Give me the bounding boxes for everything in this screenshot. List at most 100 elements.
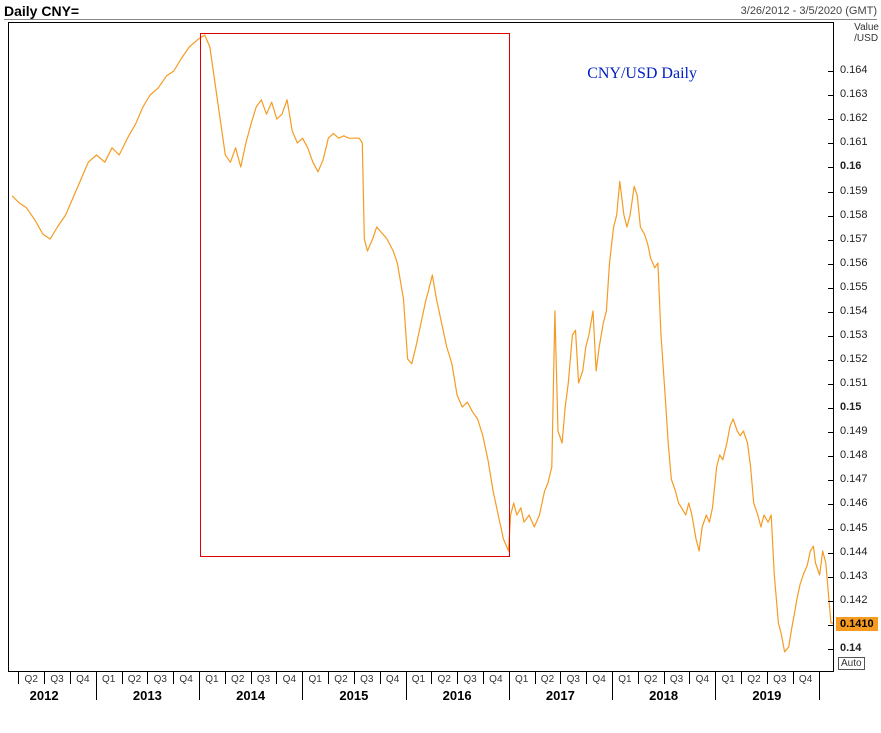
y-tick-label: 0.145 [840,522,868,534]
x-tick-quarter [122,672,123,684]
x-tick-quarter [638,672,639,684]
auto-scale-button[interactable]: Auto [838,657,865,670]
y-tick-mark [828,119,833,120]
y-tick-label: 0.162 [840,112,868,124]
y-tick-label: 0.144 [840,546,868,558]
y-tick-label: 0.148 [840,449,868,461]
x-tick-quarter [793,672,794,684]
x-tick-quarter [767,672,768,684]
plot-area: CNY/USD Daily [8,22,834,672]
x-year-label: 2014 [236,688,265,703]
annotation-text: CNY/USD Daily [587,65,697,83]
x-quarter-label: Q4 [592,674,605,685]
x-tick-quarter [276,672,277,684]
y-tick-label: 0.149 [840,425,868,437]
y-tick-mark [828,625,833,626]
x-quarter-label: Q1 [205,674,218,685]
y-tick-mark [828,408,833,409]
x-tick-quarter [380,672,381,684]
x-tick-quarter [44,672,45,684]
x-quarter-label: Q2 [231,674,244,685]
x-quarter-label: Q3 [154,674,167,685]
x-tick-quarter [457,672,458,684]
x-quarter-label: Q3 [773,674,786,685]
y-tick-mark [828,480,833,481]
x-tick-quarter [173,672,174,684]
x-tick-year [509,672,510,700]
x-tick-year [406,672,407,700]
y-tick-label: 0.157 [840,233,868,245]
x-tick-quarter [225,672,226,684]
y-tick-label: 0.153 [840,329,868,341]
x-quarter-label: Q3 [257,674,270,685]
x-quarter-label: Q1 [618,674,631,685]
x-tick-quarter [18,672,19,684]
x-quarter-label: Q3 [567,674,580,685]
x-quarter-label: Q3 [50,674,63,685]
y-tick-mark [828,336,833,337]
x-quarter-label: Q1 [412,674,425,685]
x-quarter-label: Q1 [515,674,528,685]
x-quarter-label: Q4 [386,674,399,685]
x-year-label: 2012 [30,688,59,703]
x-tick-quarter [70,672,71,684]
x-year-label: 2015 [339,688,368,703]
x-tick-year [199,672,200,700]
x-quarter-label: Q1 [308,674,321,685]
x-tick-quarter [535,672,536,684]
y-tick-label: 0.158 [840,209,868,221]
x-quarter-label: Q3 [360,674,373,685]
x-tick-quarter [741,672,742,684]
y-tick-label: 0.152 [840,353,868,365]
y-tick-mark [828,456,833,457]
y-tick-mark [828,649,833,650]
y-tick-mark [828,312,833,313]
y-axis-header-l2: /USD [854,33,878,44]
x-quarter-label: Q2 [644,674,657,685]
x-year-label: 2013 [133,688,162,703]
y-tick-label: 0.147 [840,473,868,485]
x-axis: Q2 Q3 Q4 Q1 Q2 Q3 Q4 Q1 Q2 Q3 Q4 Q1 Q2 Q3 Q4 Q1 Q2 Q3 Q4 Q1… [8,672,834,732]
y-tick-mark [828,192,833,193]
y-tick-mark [828,601,833,602]
x-tick-quarter [689,672,690,684]
x-tick-quarter [328,672,329,684]
x-quarter-label: Q1 [721,674,734,685]
x-quarter-label: Q4 [489,674,502,685]
x-tick-quarter [560,672,561,684]
y-axis-header-l1: Value [854,22,879,33]
x-quarter-label: Q2 [334,674,347,685]
y-tick-label: 0.142 [840,594,868,606]
y-tick-mark [828,384,833,385]
y-tick-mark [828,553,833,554]
y-tick-label: 0.143 [840,570,868,582]
x-quarter-label: Q3 [463,674,476,685]
x-quarter-label: Q2 [438,674,451,685]
y-tick-mark [828,143,833,144]
x-quarter-label: Q4 [799,674,812,685]
y-tick-label: 0.156 [840,257,868,269]
x-tick-year [819,672,820,700]
x-quarter-label: Q4 [696,674,709,685]
current-price-tag: 0.1410 [836,617,878,631]
y-tick-mark [828,167,833,168]
y-tick-label: 0.151 [840,377,868,389]
x-quarter-label: Q4 [76,674,89,685]
x-tick-quarter [664,672,665,684]
x-year-label: 2019 [752,688,781,703]
x-quarter-label: Q2 [541,674,554,685]
x-year-label: 2017 [546,688,575,703]
chart-title: Daily CNY= [4,3,79,19]
x-year-label: 2018 [649,688,678,703]
y-tick-label: 0.159 [840,185,868,197]
y-tick-label: 0.146 [840,497,868,509]
x-quarter-label: Q2 [25,674,38,685]
x-tick-year [715,672,716,700]
y-tick-label: 0.161 [840,136,868,148]
y-tick-mark [828,360,833,361]
chart-date-range: 3/26/2012 - 3/5/2020 (GMT) [741,5,877,17]
x-tick-quarter [147,672,148,684]
y-tick-mark [828,71,833,72]
x-tick-quarter [483,672,484,684]
x-tick-year [96,672,97,700]
